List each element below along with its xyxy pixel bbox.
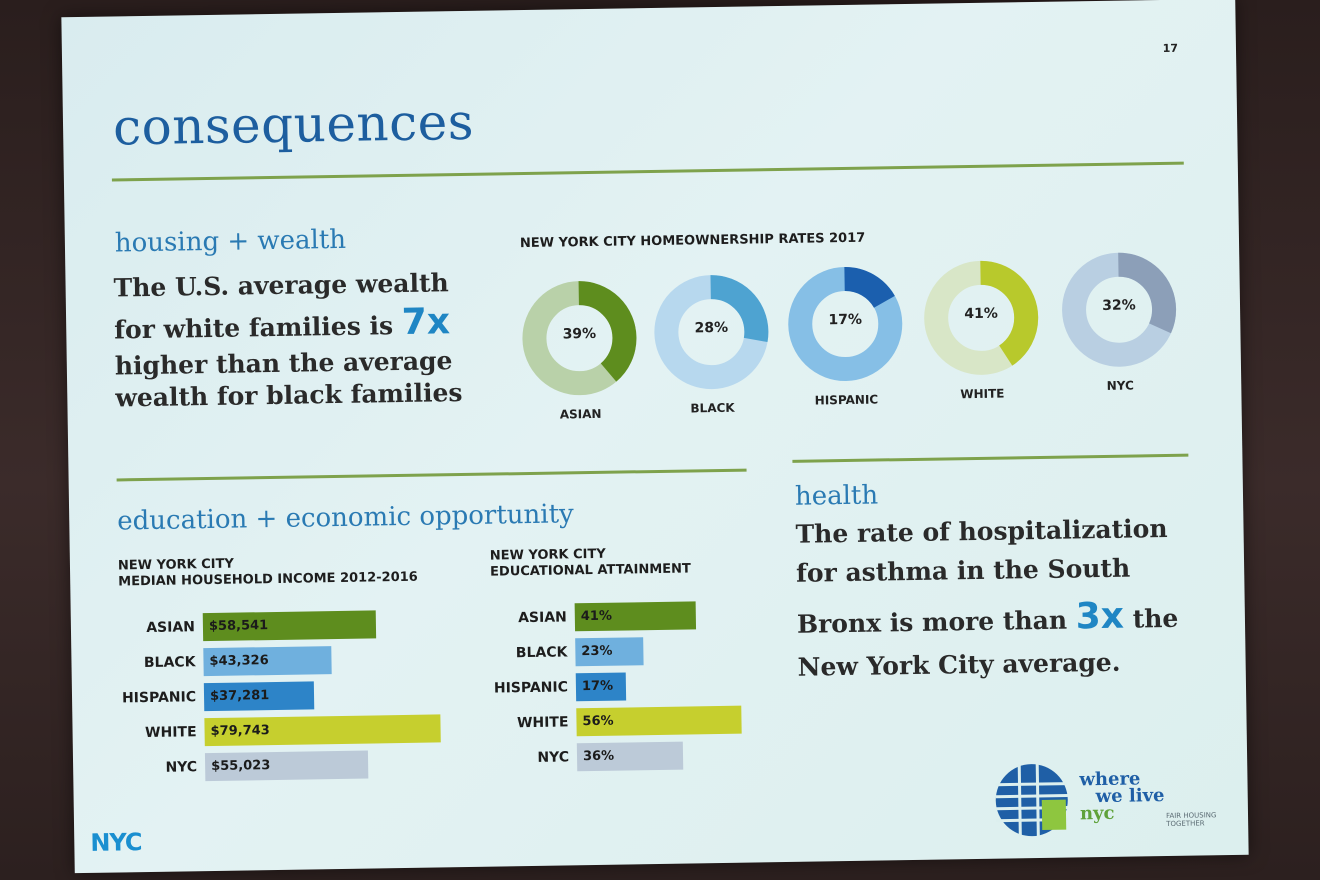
housing-text-2: higher than the average wealth for black… [114,346,463,413]
bar-category: NYC [537,749,570,766]
donut-value: 17% [828,311,863,329]
bar-category: WHITE [516,714,569,732]
housing-text-1: The U.S. average wealth for white famili… [113,268,449,345]
bar-value: $79,743 [210,723,270,740]
bar-value: 23% [581,643,613,660]
bar-row-asian: ASIAN 41% [491,601,751,633]
donut-label: BLACK [690,400,735,416]
page-number: 17 [1162,41,1179,55]
title-divider [111,161,1184,182]
attainment-title-line2: EDUCATIONAL ATTAINMENT [490,561,691,580]
bar-row-hispanic: HISPANIC 17% [492,671,752,703]
donut-white: 41% WHITE [921,258,1041,402]
donut-label: NYC [1106,378,1134,393]
housing-heading: housing + wealth [114,224,347,259]
where-we-live-wordmark: where we live nyc [1079,768,1165,825]
homeownership-title: NEW YORK CITY HOMEOWNERSHIP RATES 2017 [519,230,866,252]
donut-label: ASIAN [559,406,602,422]
donut-ring [654,275,769,390]
health-highlight: 3x [1075,595,1125,637]
donut-value: 32% [1102,297,1136,314]
donut-hispanic: 17% HISPANIC [785,264,905,408]
slide-title: consequences [112,92,475,157]
bar-row-asian: ASIAN $58,541 [119,609,449,642]
donut-value: 41% [964,305,998,323]
bar-category: NYC [165,759,198,776]
income-bar-chart: ASIAN $58,541 BLACK $43,326 HISPANIC $37,281 W… [119,609,452,789]
bar-row-hispanic: HISPANIC $37,281 [120,679,450,712]
attainment-bar-chart: ASIAN 41% BLACK 23% HISPANIC 17% WHITE 56% NYC 36… [491,601,754,780]
housing-statement: The U.S. average wealth for white famili… [113,267,475,415]
bar-row-nyc: NYC $55,023 [121,749,451,782]
donut-asian: 39% ASIAN [520,278,640,422]
bar-row-nyc: NYC 36% [493,741,753,773]
bar-row-white: WHITE $79,743 [120,714,450,747]
section-divider-left [116,468,747,482]
globe-icon [995,764,1069,837]
wordmark-nyc: nyc [1079,803,1115,825]
bar-value: $37,281 [209,688,270,705]
health-heading: health [794,480,879,512]
income-title-line2: MEDIAN HOUSEHOLD INCOME 2012-2016 [118,569,418,590]
bar-value: 36% [582,748,615,765]
bar-value: $58,541 [208,618,269,635]
donut-ring [522,281,637,396]
homeownership-donuts [61,0,1235,17]
donut-value: 28% [694,319,729,337]
bar-category: BLACK [515,644,568,662]
bar-value: 56% [582,713,614,730]
donut-value: 39% [562,325,597,343]
donut-ring [788,266,903,381]
bar-category: HISPANIC [493,679,569,697]
bar-row-white: WHITE 56% [492,705,752,738]
bar-value: $43,326 [209,653,269,670]
education-heading: education + economic opportunity [117,499,574,537]
bar-value: 17% [581,678,614,695]
bar-category: WHITE [144,724,197,742]
bar-value: $55,023 [211,758,271,775]
bar-row-black: BLACK 23% [491,636,751,668]
donut-black: 28% BLACK [651,272,771,416]
presentation-slide: 17 consequences housing + wealth The U.S… [61,0,1249,874]
nyc-logo: NYC [90,828,142,857]
section-divider-right [792,453,1189,463]
donut-ring [1062,252,1177,367]
bar-category: ASIAN [146,619,196,637]
income-title: NEW YORK CITY MEDIAN HOUSEHOLD INCOME 20… [118,554,418,591]
bar-category: BLACK [143,654,196,672]
health-statement: The rate of hospitalization for asthma i… [795,509,1208,687]
housing-highlight: 7x [401,301,451,343]
bar-category: ASIAN [518,609,567,627]
donut-ring [924,260,1039,375]
bar-category: HISPANIC [121,689,197,707]
attainment-title: NEW YORK CITY EDUCATIONAL ATTAINMENT [490,545,691,581]
donut-label: HISPANIC [814,392,879,408]
logo-tagline: FAIR HOUSING TOGETHER [1165,811,1217,829]
bar-row-black: BLACK $43,326 [119,644,449,677]
donut-label: WHITE [960,386,1005,402]
where-we-live-logo: where we live nyc FAIR HOUSING TOGETHER [991,757,1242,841]
bar-value: 41% [580,608,613,625]
donut-nyc: 32% NYC [1059,250,1179,394]
